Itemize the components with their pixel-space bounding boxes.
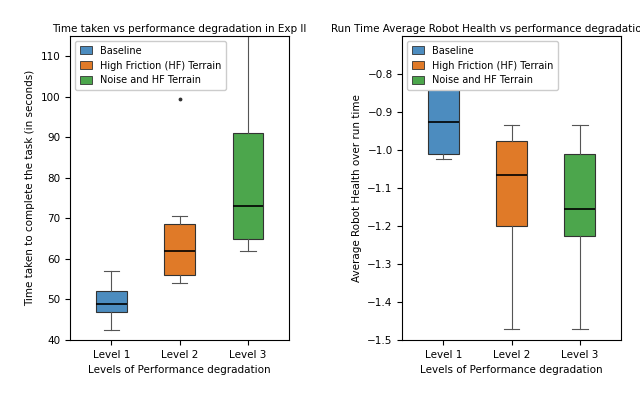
Title: Run Time Average Robot Health vs performance degradation in Exp II: Run Time Average Robot Health vs perform…	[331, 24, 640, 34]
PathPatch shape	[164, 224, 195, 275]
Y-axis label: Time taken to complete the task (in seconds): Time taken to complete the task (in seco…	[26, 70, 35, 306]
Y-axis label: Average Robot Health over run time: Average Robot Health over run time	[352, 94, 362, 282]
PathPatch shape	[96, 291, 127, 312]
PathPatch shape	[564, 154, 595, 236]
Legend: Baseline, High Friction (HF) Terrain, Noise and HF Terrain: Baseline, High Friction (HF) Terrain, No…	[407, 41, 558, 90]
X-axis label: Levels of Performance degradation: Levels of Performance degradation	[420, 365, 603, 375]
PathPatch shape	[428, 78, 459, 154]
Legend: Baseline, High Friction (HF) Terrain, Noise and HF Terrain: Baseline, High Friction (HF) Terrain, No…	[76, 41, 226, 90]
X-axis label: Levels of Performance degradation: Levels of Performance degradation	[88, 365, 271, 375]
PathPatch shape	[232, 133, 263, 239]
PathPatch shape	[496, 140, 527, 226]
Title: Time taken vs performance degradation in Exp II: Time taken vs performance degradation in…	[52, 24, 307, 34]
